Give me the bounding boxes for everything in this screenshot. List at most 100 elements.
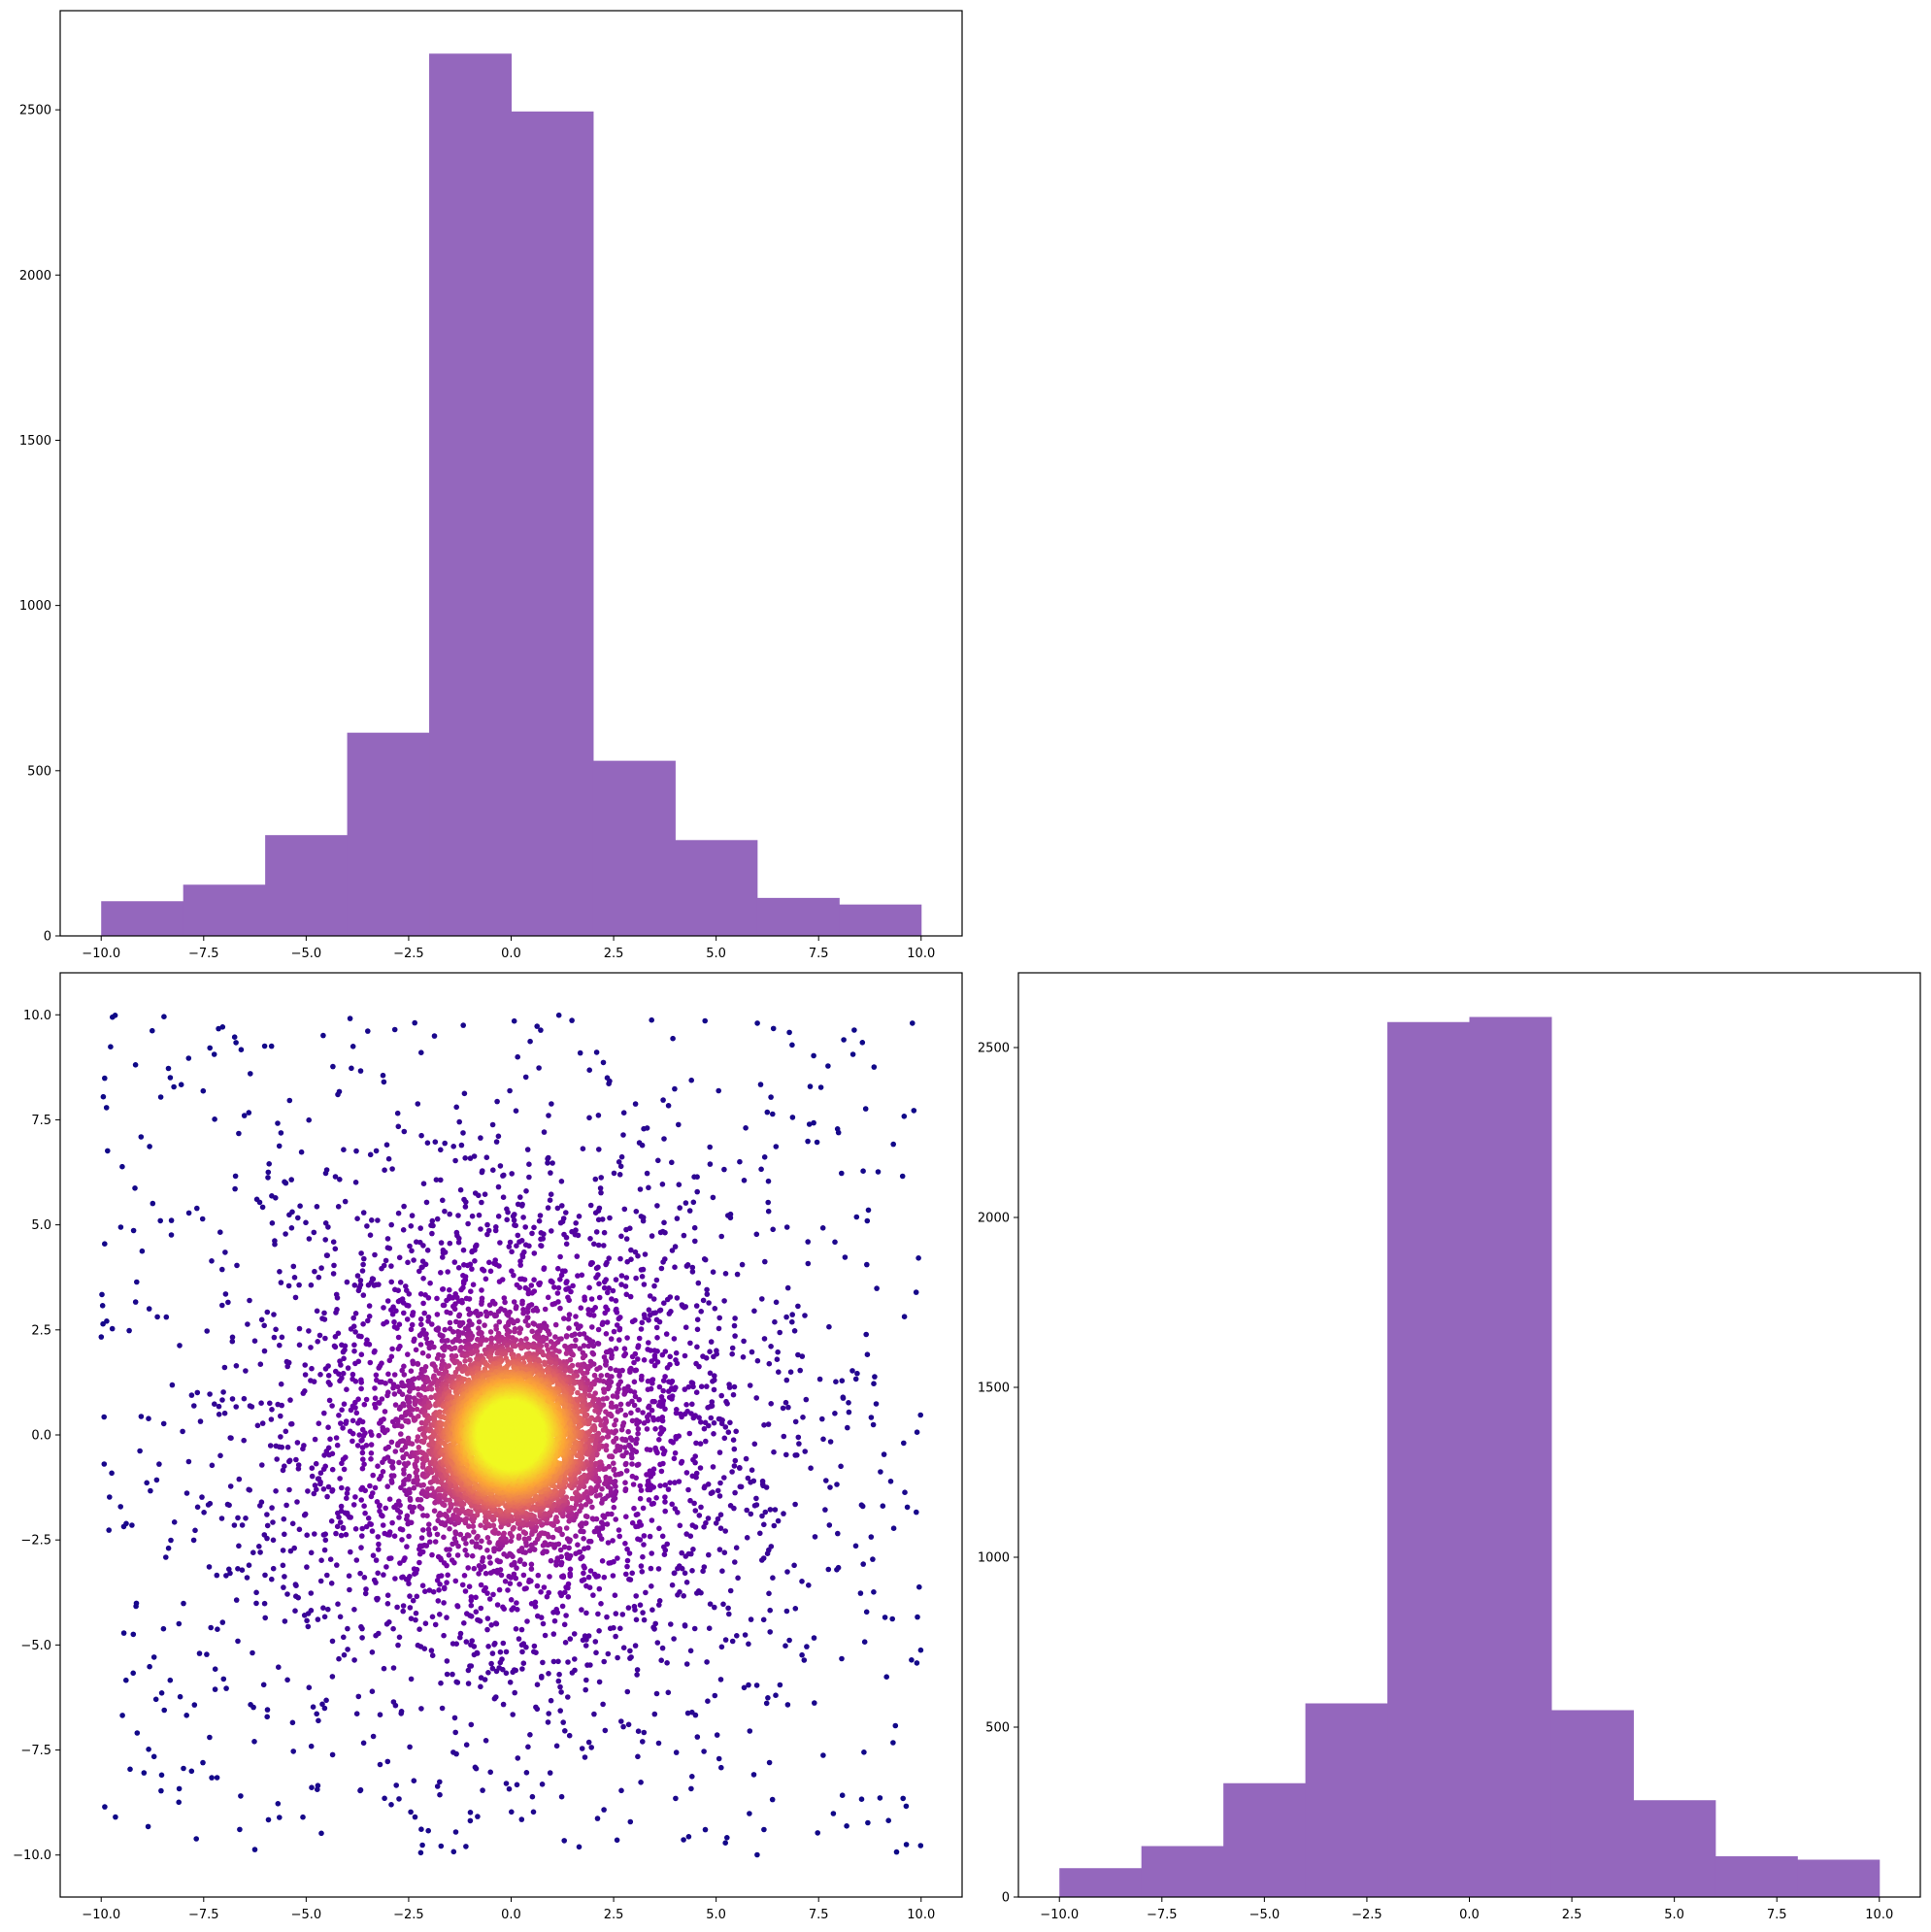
scatter-point (651, 1348, 658, 1353)
scatter-point (385, 1444, 392, 1450)
scatter-point (475, 1616, 481, 1623)
scatter-point (676, 1479, 683, 1484)
scatter-point (150, 1200, 156, 1207)
scatter-point (513, 1626, 519, 1632)
scatter-point (531, 1224, 537, 1231)
scatter-point (559, 1268, 566, 1274)
scatter-point (447, 1525, 452, 1532)
scatter-point (254, 1422, 261, 1429)
scatter-point (590, 1351, 597, 1357)
scatter-point (429, 1614, 436, 1620)
scatter-point (822, 1507, 828, 1513)
scatter-point (309, 1465, 316, 1471)
scatter-point (196, 1650, 203, 1656)
scatter-point (315, 1782, 321, 1788)
scatter-point (216, 1403, 222, 1410)
scatter-point (845, 1424, 850, 1431)
scatter-point (306, 1116, 313, 1123)
scatter-point (354, 1443, 361, 1449)
scatter-point (683, 1324, 689, 1330)
scatter-point (630, 1482, 637, 1487)
scatter-point (344, 1386, 350, 1392)
scatter-point (436, 1587, 442, 1593)
scatter-point (360, 1261, 366, 1268)
scatter-point (416, 1414, 421, 1419)
scatter-point (296, 1342, 303, 1349)
scatter-point (511, 1017, 517, 1024)
scatter-point (109, 1470, 115, 1477)
scatter-point (148, 1487, 153, 1494)
scatter-point (389, 1346, 395, 1352)
scatter-point (662, 1374, 668, 1380)
scatter-point (743, 1125, 749, 1131)
scatter-point (641, 1533, 648, 1539)
scatter-point (593, 1275, 599, 1281)
scatter-point (421, 1368, 428, 1374)
scatter-point (688, 1380, 695, 1385)
scatter-point (416, 1445, 422, 1450)
scatter-point (721, 1549, 728, 1555)
scatter-point (555, 1012, 562, 1018)
scatter-point (238, 1793, 244, 1799)
scatter-point (583, 1677, 589, 1683)
scatter-point (819, 1416, 825, 1422)
scatter-point (709, 1399, 716, 1405)
scatter-point (359, 1533, 365, 1539)
scatter-point (805, 1239, 811, 1245)
scatter-point (359, 1268, 366, 1274)
scatter-point (849, 1051, 856, 1057)
scatter-point (563, 1286, 569, 1292)
scatter-point (536, 1282, 543, 1288)
scatter-point (515, 1053, 520, 1060)
scatter-point (376, 1541, 382, 1548)
scatter-point (770, 1575, 776, 1581)
scatter-point (713, 1520, 719, 1526)
scatter-point (438, 1680, 444, 1686)
scatter-point (690, 1415, 697, 1421)
scatter-point (585, 1574, 592, 1581)
scatter-point (509, 1171, 515, 1177)
scatter-point (192, 1527, 198, 1534)
scatter-point (308, 1743, 315, 1749)
scatter-point (603, 1349, 610, 1355)
scatter-point (730, 1391, 737, 1398)
scatter-point (799, 1353, 806, 1359)
scatter-point (767, 1507, 774, 1513)
scatter-point (632, 1101, 639, 1107)
scatter-point (323, 1697, 329, 1704)
scatter-point (682, 1386, 688, 1392)
scatter-point (774, 1356, 781, 1362)
scatter-point (832, 1411, 838, 1416)
scatter-point (381, 1416, 386, 1422)
scatter-point (501, 1295, 508, 1301)
scatter-point (134, 1730, 141, 1736)
scatter-point (526, 1577, 533, 1583)
scatter-point (341, 1634, 347, 1641)
scatter-point (253, 1600, 259, 1607)
scatter-point (608, 1336, 615, 1342)
scatter-point (598, 1175, 604, 1181)
scatter-point (308, 1590, 315, 1596)
scatter-point (388, 1221, 395, 1228)
scatter-point (635, 1728, 642, 1734)
scatter-point (558, 1689, 564, 1695)
scatter-point (358, 1497, 365, 1503)
scatter-point (383, 1319, 390, 1325)
scatter-point (462, 1204, 469, 1210)
scatter-point (169, 1382, 176, 1388)
scatter-point (770, 1025, 777, 1032)
scatter-point (711, 1353, 716, 1360)
scatter-point (501, 1530, 507, 1537)
scatter-point (632, 1393, 639, 1400)
scatter-point (403, 1283, 409, 1289)
scatter-point (396, 1796, 402, 1802)
scatter-point (539, 1782, 546, 1787)
scatter-point (495, 1214, 502, 1219)
scatter-point (373, 1148, 380, 1154)
scatter-point (409, 1441, 416, 1447)
scatter-point (440, 1333, 446, 1339)
scatter-point (674, 1216, 681, 1221)
scatter-point (360, 1210, 367, 1216)
scatter-point (294, 1499, 300, 1505)
scatter-point (219, 1266, 225, 1273)
